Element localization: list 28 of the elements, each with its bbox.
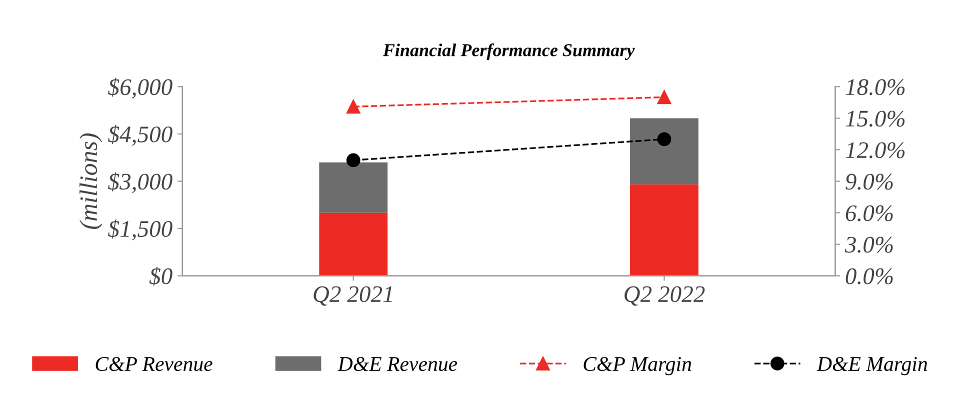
y2-tick-label: 6.0%	[846, 205, 893, 222]
legend-label: C&P Margin	[584, 356, 692, 376]
y-tick-label: $4,500	[108, 125, 172, 146]
y-tick-label: $6,000	[108, 78, 172, 98]
chart-title: Financial Performance Summary	[382, 43, 635, 60]
y2-tick-label: 18.0%	[846, 79, 905, 96]
bar	[630, 118, 698, 184]
point	[657, 90, 672, 104]
y2-tick-label: 15.0%	[846, 110, 905, 127]
y-tick-label: $0	[149, 266, 172, 286]
x-tick-label: Q2 2022	[624, 286, 705, 306]
y2-tick-label: 3.0%	[844, 236, 893, 253]
y2-tick-label: 9.0%	[846, 174, 893, 190]
y-tick-label: $3,000	[108, 172, 172, 194]
y2-tick-label: 12.0%	[846, 142, 905, 158]
x-tick-label: Q2 2021	[314, 286, 392, 306]
legend-label: D&E Revenue	[338, 356, 458, 372]
legend-label: D&E Margin	[816, 356, 928, 376]
point	[346, 153, 360, 168]
bar	[319, 212, 388, 276]
legend-label: C&P Revenue	[96, 356, 212, 372]
y2-tick-label: 0.0%	[846, 268, 893, 284]
bar	[319, 162, 388, 213]
point	[657, 132, 672, 146]
y-tick-label: $1,500	[108, 220, 172, 240]
y-axis-title: (millions)	[80, 133, 102, 229]
bar	[630, 184, 698, 276]
point	[346, 100, 360, 114]
